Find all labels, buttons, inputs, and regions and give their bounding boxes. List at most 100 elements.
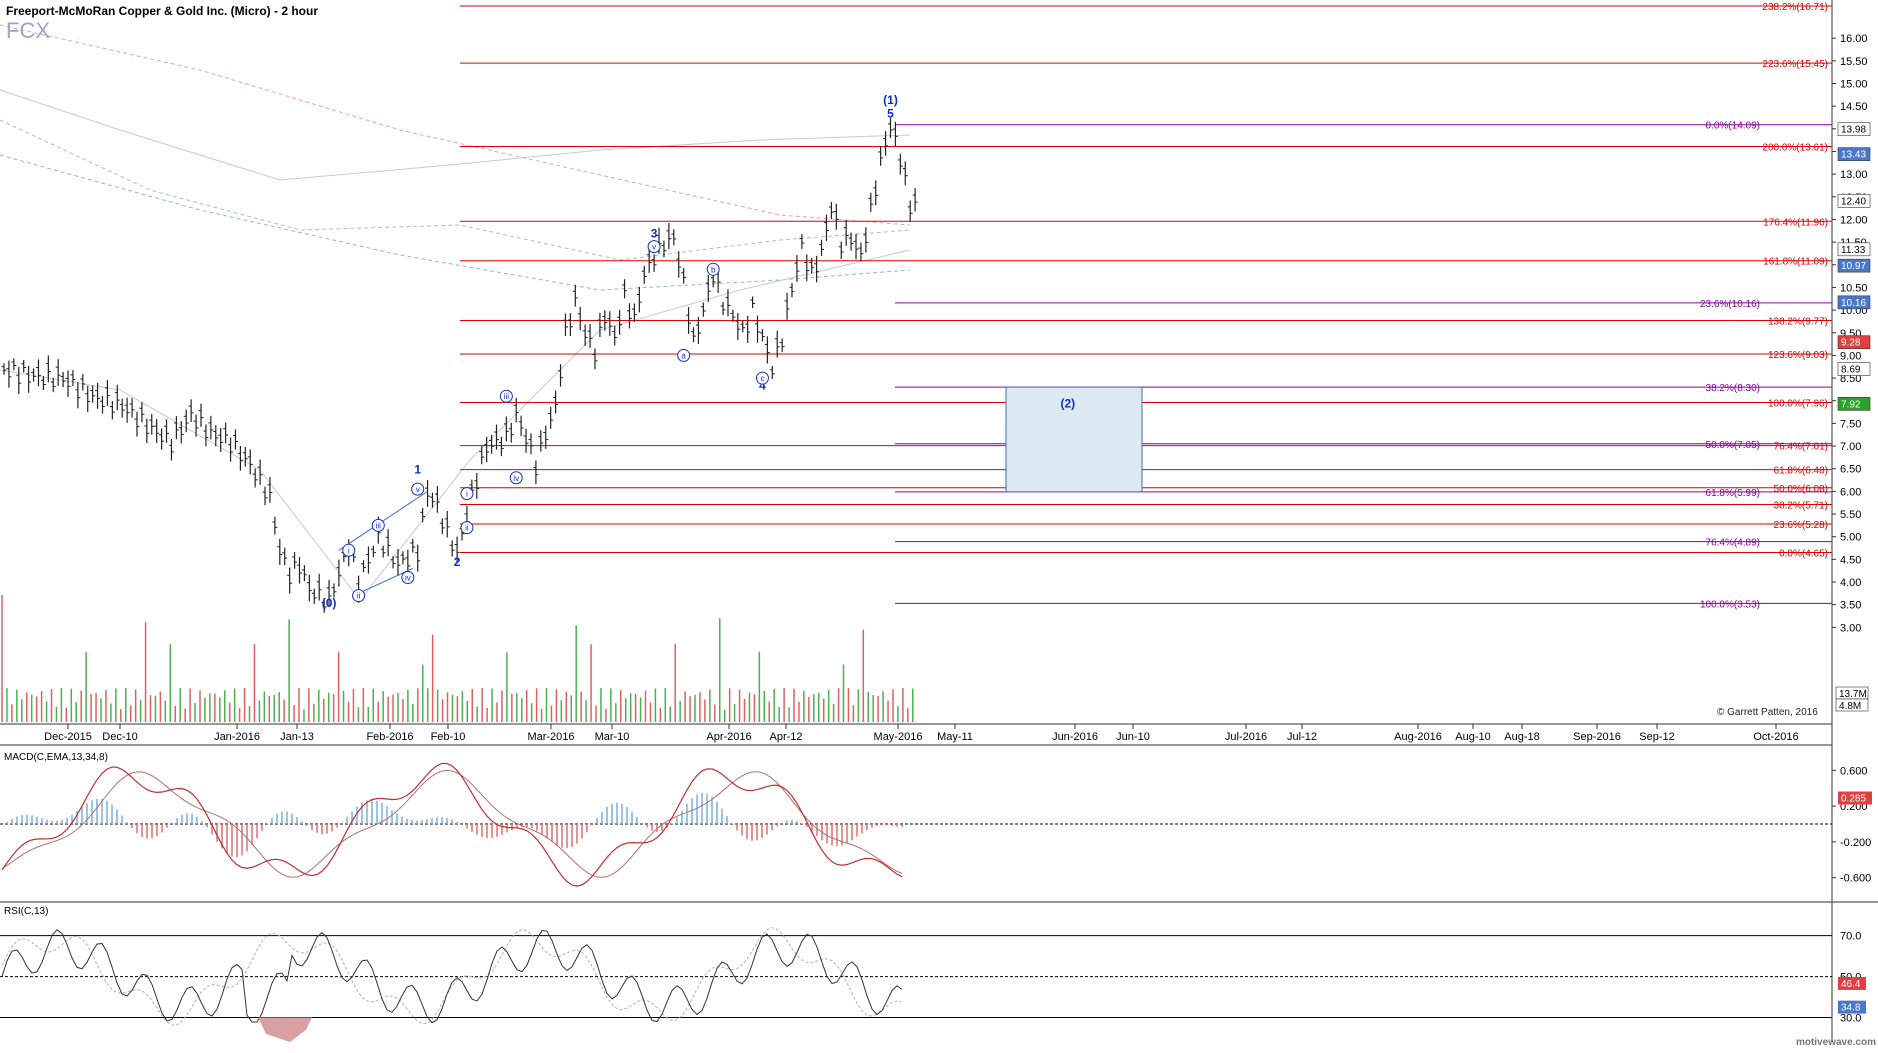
price-y-tick-label: 4.50 (1840, 554, 1861, 566)
price-y-tick-label: 7.50 (1840, 418, 1861, 430)
subwave-label: v (416, 485, 420, 494)
rsi-y-tick-label: 30.0 (1840, 1012, 1861, 1024)
x-axis-tick-label: Jul-12 (1287, 731, 1317, 743)
wave-label: 1 (414, 462, 421, 476)
subwave-marker (411, 482, 425, 496)
macd-y-tick-label: -0.200 (1840, 837, 1871, 849)
rsi-value-tag-text: 34.8 (1841, 1003, 1861, 1014)
x-axis-tick-label: Sep-2016 (1573, 731, 1621, 743)
subwave-label: v (652, 243, 656, 252)
site-watermark: motivewave.com (1796, 1037, 1876, 1048)
price-tag-text: 12.40 (1841, 196, 1866, 207)
rsi-value-tag (1838, 1000, 1866, 1014)
subwave-label: iii (376, 521, 382, 530)
subwave-marker (499, 389, 513, 403)
fib-extension-label: 38.2%(5.71) (1774, 501, 1828, 512)
price-y-tick-label: 15.50 (1840, 56, 1868, 68)
macd-signal-line (1, 769, 903, 878)
price-tag (1837, 122, 1871, 137)
price-tag (1837, 295, 1871, 310)
rsi-y-tick-label: 70.0 (1840, 931, 1861, 943)
subwave-label: ii (357, 592, 361, 601)
x-axis-tick-label: Dec-2015 (44, 731, 92, 743)
wave-label: 3 (651, 227, 658, 241)
subwave-label: iii (504, 392, 510, 401)
fib-extension-label: 161.8%(11.09) (1763, 257, 1828, 268)
wave-label: 5 (887, 106, 894, 120)
x-axis-tick-label: Mar-10 (595, 731, 630, 743)
subwave-label: b (711, 265, 716, 274)
x-axis-tick-label: Apr-12 (769, 731, 802, 743)
fib-retracement-label: 76.4%(4.89) (1706, 538, 1760, 549)
x-axis-tick-label: Jan-13 (280, 731, 314, 743)
rsi-label: RSI(C,13) (4, 906, 48, 917)
subwave-marker (755, 371, 769, 385)
price-tag-text: 8.69 (1841, 364, 1861, 375)
rsi-value-tag-text: 46.4 (1841, 979, 1861, 990)
macd-value-tag-text: 0.285 (1841, 794, 1866, 805)
x-axis-tick-label: Feb-10 (431, 731, 466, 743)
price-y-tick-label: 5.50 (1840, 509, 1861, 521)
price-tag (1837, 194, 1871, 208)
wave-2-target-box (1005, 386, 1143, 493)
x-axis-tick-label: May-11 (937, 731, 973, 743)
x-axis-tick-label: Jun-2016 (1052, 731, 1098, 743)
fib-retracement-label: 61.8%(5.99) (1706, 488, 1760, 499)
volume-tag-text: 4.8M (1839, 701, 1861, 712)
ma-red-dashed (0, 24, 911, 226)
ma-blue-dashed (0, 119, 911, 261)
ma-green-dashed (0, 154, 911, 291)
x-axis-tick-label: Dec-10 (102, 731, 137, 743)
price-y-tick-label: 3.50 (1840, 600, 1861, 612)
fib-extension-label: 223.6%(15.45) (1762, 59, 1828, 70)
fib-extension-label: 138.2%(9.77) (1768, 317, 1828, 328)
price-tag (1837, 242, 1871, 257)
fib-retracement-label: 50.0%(7.05) (1706, 440, 1760, 451)
x-axis-tick-label: Sep-12 (1639, 731, 1674, 743)
fib-extension-label: 23.6%(5.28) (1774, 520, 1828, 531)
wave-label: 2 (454, 555, 461, 569)
price-y-tick-label: 7.00 (1840, 441, 1861, 453)
macd-line (1, 762, 903, 887)
price-tag-text: 7.92 (1841, 399, 1861, 410)
volume-tag (1835, 698, 1869, 712)
fib-extension-label: 176.4%(11.96) (1763, 217, 1828, 228)
x-axis-tick-label: Aug-2016 (1394, 731, 1442, 743)
chart-title: Freeport-McMoRan Copper & Gold Inc. (Mic… (6, 4, 318, 18)
price-y-tick-label: 9.00 (1840, 350, 1861, 362)
x-axis-tick-label: Jul-2016 (1225, 731, 1267, 743)
subwave-marker (401, 570, 415, 584)
rsi-line (1, 929, 903, 1024)
price-y-tick-label: 12.00 (1840, 214, 1868, 226)
macd-value-tag (1838, 791, 1872, 805)
fib-retracement-label: 38.2%(8.30) (1706, 383, 1760, 394)
fib-extension-label: 200.0%(13.61) (1762, 142, 1828, 153)
macd-y-tick-label: -0.600 (1840, 873, 1871, 885)
subwave-marker (509, 471, 523, 485)
fib-extension-label: 100.0%(7.96) (1768, 399, 1828, 410)
subwave-marker (352, 589, 366, 603)
price-y-tick-label: 14.50 (1840, 101, 1868, 113)
price-y-tick-label: 6.50 (1840, 464, 1861, 476)
fib-extension-label: 123.6%(9.03) (1768, 350, 1828, 361)
price-tag-text: 13.98 (1841, 125, 1866, 136)
macd-y-tick-label: 0.600 (1840, 765, 1868, 777)
x-axis-tick-label: Jan-2016 (214, 731, 260, 743)
symbol-watermark: FCX (6, 18, 50, 43)
subwave-label: i (348, 546, 350, 555)
fib-extension-label: 0.0%(4.65) (1779, 549, 1828, 560)
fib-extension-label: 50.0%(6.08) (1774, 484, 1828, 495)
subwave-marker (460, 521, 474, 535)
wave-label: (0) (322, 596, 337, 610)
price-tag (1837, 147, 1871, 161)
price-y-tick-label: 15.00 (1840, 78, 1868, 90)
x-axis-tick-label: Jun-10 (1116, 731, 1150, 743)
fib-extension-label: 76.4%(7.01) (1774, 442, 1828, 453)
subwave-marker (647, 240, 661, 254)
subwave-marker (706, 262, 720, 276)
price-y-tick-label: 8.50 (1840, 373, 1861, 385)
subwave-label: iv (513, 474, 519, 483)
price-tag (1837, 258, 1871, 273)
fib-extension-label: 238.2%(16.71) (1762, 2, 1828, 13)
